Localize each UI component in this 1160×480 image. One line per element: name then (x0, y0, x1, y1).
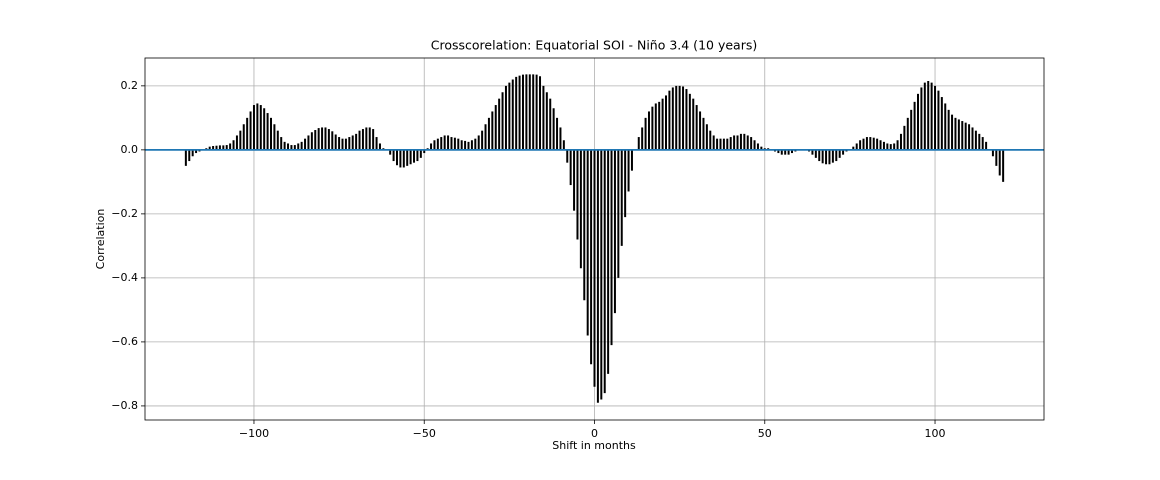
x-tick-label: 50 (758, 427, 772, 440)
y-tick-label: −0.2 (111, 207, 138, 220)
x-tick-label: 0 (591, 427, 598, 440)
y-tick-label: −0.8 (111, 399, 138, 412)
y-axis-label: Correlation (94, 209, 107, 270)
plot-frame (144, 57, 1045, 421)
y-tick-label: 0.0 (121, 143, 139, 156)
x-tick-label: −50 (413, 427, 436, 440)
x-axis-label: Shift in months (552, 439, 636, 452)
x-tick-label: −100 (239, 427, 269, 440)
y-tick-label: 0.2 (121, 79, 139, 92)
y-tick-label: −0.6 (111, 335, 138, 348)
y-tick-label: −0.4 (111, 271, 138, 284)
chart-title: Crosscorelation: Equatorial SOI - Niño 3… (431, 38, 757, 53)
x-tick-label: 100 (925, 427, 946, 440)
